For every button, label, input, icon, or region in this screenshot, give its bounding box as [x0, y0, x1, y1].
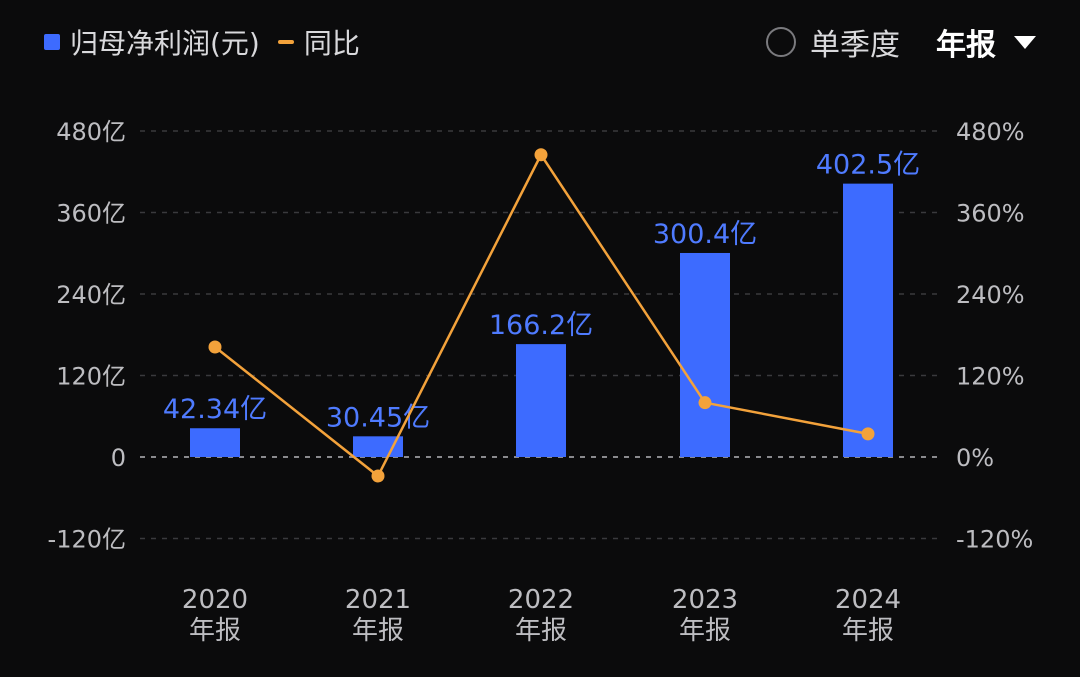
- y-right-tick-label: 480%: [956, 118, 1025, 146]
- x-tick-label: 2021: [345, 585, 411, 615]
- single-quarter-label[interactable]: 单季度: [810, 28, 900, 63]
- x-tick-sublabel: 年报: [189, 616, 241, 646]
- y-left-tick-label: 0: [111, 444, 126, 472]
- yoy-point[interactable]: [861, 427, 875, 441]
- y-left-tick-label: 360亿: [56, 200, 126, 228]
- period-controls: 单季度 年报: [766, 20, 1036, 64]
- legend-item-profit[interactable]: 归母净利润(元): [44, 22, 260, 62]
- bar[interactable]: [190, 428, 240, 457]
- bar[interactable]: [680, 252, 730, 457]
- y-left-tick-label: 240亿: [56, 281, 126, 309]
- y-right-tick-label: 120%: [956, 363, 1025, 391]
- legend-item-yoy[interactable]: 同比: [277, 22, 360, 62]
- bar-swatch-icon: [44, 34, 60, 50]
- x-tick-sublabel: 年报: [679, 616, 731, 646]
- y-right-tick-label: 360%: [956, 200, 1025, 228]
- bar[interactable]: [843, 183, 893, 457]
- y-left-tick-label: 480亿: [56, 118, 126, 146]
- x-tick-sublabel: 年报: [352, 616, 404, 646]
- x-tick-label: 2023: [672, 585, 738, 615]
- y-left-tick-label: -120亿: [48, 526, 126, 554]
- x-tick-label: 2024: [835, 585, 901, 615]
- legend-profit-label: 归母净利润(元): [70, 27, 260, 60]
- bar-value-label: 300.4亿: [653, 219, 757, 250]
- bar-value-label: 42.34亿: [163, 394, 267, 425]
- single-quarter-radio[interactable]: [766, 27, 796, 57]
- bar-value-label: 402.5亿: [816, 150, 920, 181]
- yoy-point[interactable]: [371, 469, 385, 483]
- yoy-point[interactable]: [208, 340, 222, 354]
- line-swatch-icon: [277, 40, 294, 44]
- y-right-tick-label: -120%: [956, 526, 1033, 554]
- x-tick-sublabel: 年报: [842, 616, 894, 646]
- yoy-point[interactable]: [534, 148, 548, 162]
- x-tick-sublabel: 年报: [515, 616, 567, 646]
- x-tick-label: 2022: [508, 585, 574, 615]
- legend: 归母净利润(元) 同比: [44, 20, 360, 64]
- bar-value-label: 30.45亿: [326, 402, 430, 433]
- bar[interactable]: [516, 344, 566, 457]
- legend-yoy-label: 同比: [303, 27, 360, 60]
- y-right-tick-label: 0%: [956, 444, 994, 472]
- chevron-down-icon[interactable]: [1014, 35, 1036, 49]
- period-dropdown-value[interactable]: 年报: [936, 28, 996, 63]
- yoy-point[interactable]: [698, 396, 712, 410]
- bar-value-label: 166.2亿: [489, 310, 593, 341]
- y-left-tick-label: 120亿: [56, 363, 126, 391]
- y-right-tick-label: 240%: [956, 281, 1025, 309]
- x-tick-label: 2020: [182, 585, 248, 615]
